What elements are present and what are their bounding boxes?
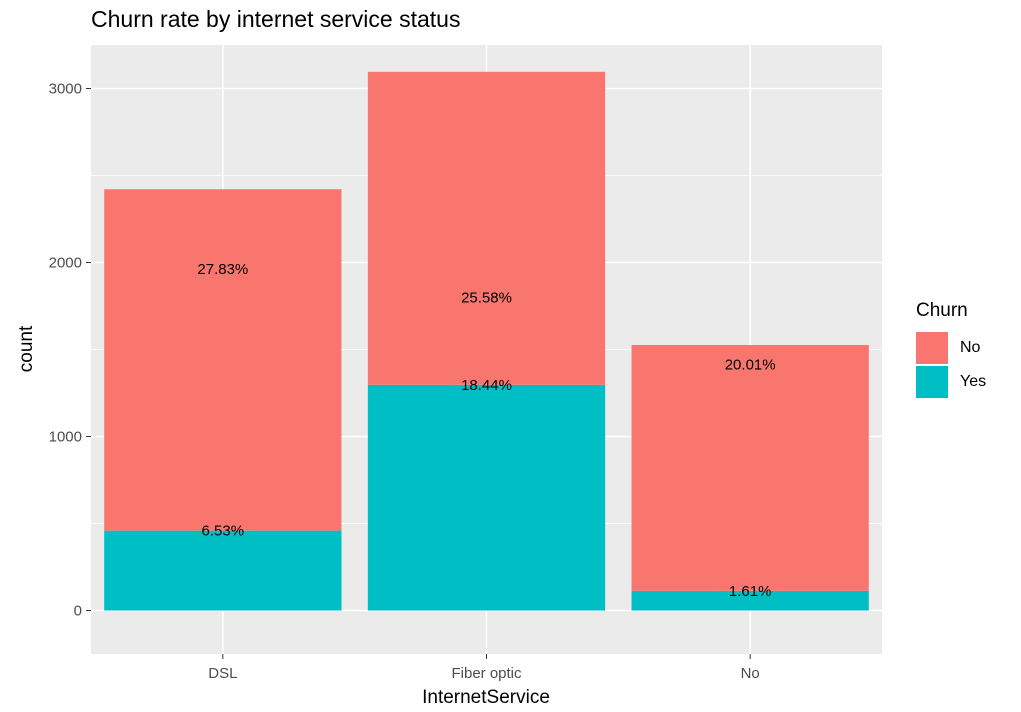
x-tick-label: No (741, 665, 760, 682)
legend-label-no: No (960, 339, 981, 356)
bar-labels: 6.53% 18.44% 1.61% 27.83% 25.58% 20.01% (197, 261, 775, 600)
y-tick-label: 0 (74, 603, 82, 620)
legend-item-no: No (916, 331, 986, 365)
x-tick-label: Fiber optic (451, 665, 522, 682)
bar-yes-fiber-optic (367, 384, 606, 611)
y-axis: 0 1000 2000 3000 (49, 81, 91, 620)
legend: Churn No Yes (916, 300, 986, 399)
legend-key-yes (916, 366, 948, 398)
chart-title: Churn rate by internet service status (91, 6, 461, 32)
y-tick-label: 2000 (49, 255, 82, 272)
y-tick-label: 1000 (49, 429, 82, 446)
bar-yes-no (631, 590, 869, 611)
legend-item-yes: Yes (916, 365, 986, 399)
bar-label: 18.44% (461, 377, 512, 394)
x-axis: DSL Fiber optic No (208, 654, 760, 682)
bar-no-fiber-optic (367, 71, 606, 385)
bar-no-no (631, 344, 869, 591)
x-tick-label: DSL (208, 665, 237, 682)
bar-yes-dsl (104, 530, 342, 611)
y-axis-label: count (16, 325, 37, 372)
legend-key-no (916, 332, 948, 364)
legend-label-yes: Yes (960, 373, 987, 390)
bars (104, 71, 869, 611)
bar-label: 1.61% (729, 583, 772, 600)
y-tick-label: 3000 (49, 81, 82, 98)
bar-label: 25.58% (461, 289, 512, 306)
bar-label: 20.01% (725, 357, 776, 374)
bar-no-dsl (104, 189, 342, 531)
x-axis-label: InternetService (422, 687, 550, 708)
bar-label: 27.83% (197, 261, 248, 278)
bar-label: 6.53% (202, 523, 245, 540)
legend-title: Churn (916, 300, 968, 321)
